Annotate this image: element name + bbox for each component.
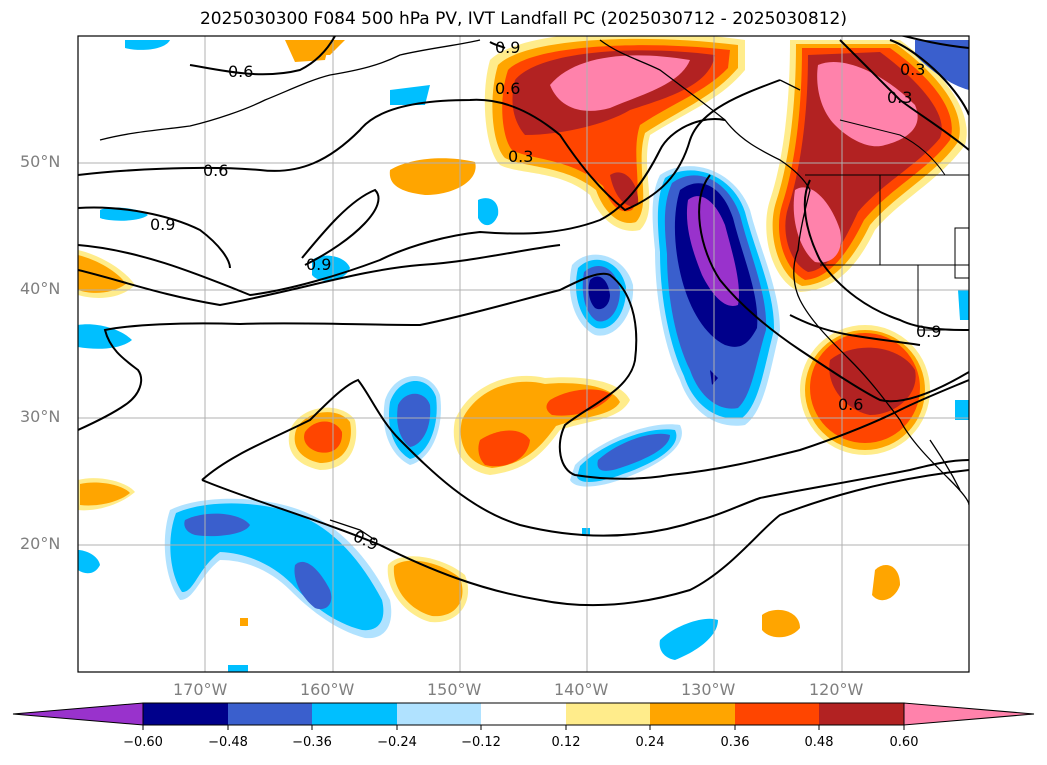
colorbar-tick-label: 0.60 bbox=[889, 735, 919, 750]
colorbar-tick-label: −0.60 bbox=[123, 735, 163, 750]
colorbar-segment bbox=[566, 703, 650, 725]
contour-label: 0.3 bbox=[508, 147, 533, 166]
colorbar-segment bbox=[397, 703, 481, 725]
lon-tick-label: 130°W bbox=[681, 680, 736, 699]
colorbar-segment bbox=[735, 703, 819, 725]
contour-label: 0.6 bbox=[228, 62, 253, 81]
contour-label: 0.6 bbox=[838, 395, 863, 414]
colorbar-frame bbox=[142, 702, 905, 726]
map-frame bbox=[77, 35, 970, 673]
lat-tick-label: 20°N bbox=[20, 534, 61, 553]
colorbar-segment bbox=[650, 703, 735, 725]
colorbar-segment bbox=[143, 703, 228, 725]
contour-label: 0.9 bbox=[916, 322, 941, 341]
lon-tick-label: 120°W bbox=[809, 680, 864, 699]
lat-tick-label: 30°N bbox=[20, 407, 61, 426]
lat-tick-label: 50°N bbox=[20, 152, 61, 171]
contour-label: 0.9 bbox=[495, 38, 520, 57]
colorbar-tick-label: −0.48 bbox=[208, 735, 248, 750]
figure-title: 2025030300 F084 500 hPa PV, IVT Landfall… bbox=[199, 9, 847, 29]
contour-label: 0.9 bbox=[150, 215, 175, 234]
colorbar-tick-label: −0.36 bbox=[292, 735, 332, 750]
colorbar-segment bbox=[228, 703, 312, 725]
coastlines bbox=[99, 39, 969, 541]
lat-tick-label: 40°N bbox=[20, 279, 61, 298]
colorbar bbox=[12, 702, 1035, 730]
map-gridlines bbox=[78, 36, 969, 672]
contour-label: 0.9 bbox=[306, 255, 331, 274]
lon-tick-label: 170°W bbox=[173, 680, 228, 699]
contour-label: 0.6 bbox=[203, 161, 228, 180]
contour-label: 0.3 bbox=[887, 88, 912, 107]
contour-labels: 0.6 0.9 0.6 0.3 0.6 0.9 0.9 0.3 0.3 0.9 … bbox=[150, 38, 941, 554]
lon-tick-label: 150°W bbox=[427, 680, 482, 699]
filled-anomaly-field bbox=[78, 36, 969, 672]
colorbar-tick-label: −0.24 bbox=[377, 735, 417, 750]
colorbar-extend-low bbox=[12, 702, 144, 726]
colorbar-tick-label: 0.24 bbox=[635, 735, 665, 750]
political-borders bbox=[805, 119, 969, 331]
colorbar-tick-label: −0.12 bbox=[461, 735, 501, 750]
colorbar-segment bbox=[312, 703, 397, 725]
lon-tick-label: 160°W bbox=[300, 680, 355, 699]
contour-label: 0.3 bbox=[900, 60, 925, 79]
pv-contour-lines bbox=[78, 36, 969, 607]
map-panel: 0.6 0.9 0.6 0.3 0.6 0.9 0.9 0.3 0.3 0.9 … bbox=[78, 36, 969, 672]
colorbar-segment bbox=[481, 703, 566, 725]
contour-label: 0.6 bbox=[495, 79, 520, 98]
lon-tick-label: 140°W bbox=[554, 680, 609, 699]
colorbar-tick-label: 0.48 bbox=[804, 735, 834, 750]
colorbar-extend-high bbox=[903, 702, 1035, 726]
colorbar-tick-label: 0.36 bbox=[720, 735, 750, 750]
colorbar-tick-label: 0.12 bbox=[551, 735, 581, 750]
colorbar-segment bbox=[819, 703, 904, 725]
